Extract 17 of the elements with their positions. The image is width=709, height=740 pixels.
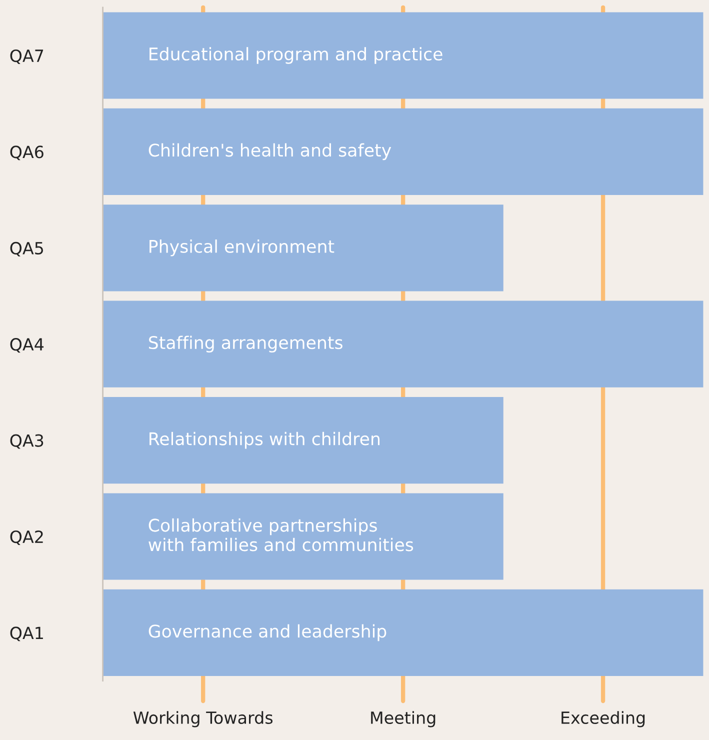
ref-line-label: Meeting [371, 711, 436, 728]
ref-line-label: Working Towards [133, 711, 273, 728]
y-tick-label: QA5 [10, 242, 44, 256]
y-tick-label: QA6 [10, 146, 44, 160]
annotation: Physical environment [150, 240, 334, 256]
annotation: Children's health and safety [148, 143, 392, 160]
annotation: Staffing arrangements [148, 336, 342, 352]
y-tick-label: QA7 [10, 49, 44, 64]
ref-line-label: Exceeding [562, 711, 645, 728]
annotation: Relationships with children [150, 432, 380, 449]
annotation: Educational program and practice [150, 47, 442, 64]
y-tick-label: QA4 [10, 338, 44, 353]
annotation: Collaborative partnerships with families and communities [148, 518, 414, 552]
annotation: Governance and leadership [148, 624, 386, 642]
y-tick-label: QA2 [10, 530, 43, 545]
y-tick-label: QA1 [10, 626, 43, 642]
y-tick-label: QA3 [10, 434, 44, 449]
